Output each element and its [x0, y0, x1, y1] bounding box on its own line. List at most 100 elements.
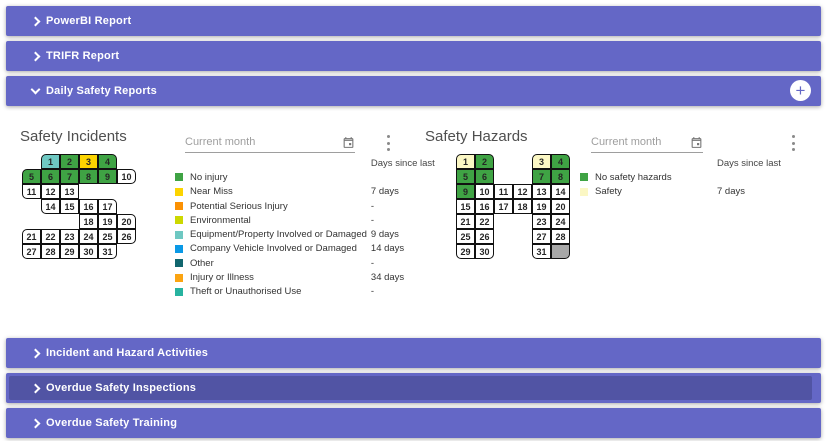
calendar-day-cell[interactable]: 9: [456, 184, 475, 199]
calendar-day-cell[interactable]: 24: [79, 229, 98, 244]
calendar-day-cell[interactable]: 4: [98, 154, 117, 169]
plus-icon: +: [795, 81, 806, 100]
calendar-day-cell[interactable]: 14: [41, 199, 60, 214]
hazards-more-options-button[interactable]: [787, 135, 799, 151]
legend-days-value: 7 days: [717, 186, 745, 198]
calendar-day-cell[interactable]: 9: [98, 169, 117, 184]
incidents-calendar: 1 2 3 4 5 6 7 8 9 10 11 12 13 14 15 16 17 18 19 20 21 22 23 24 2…: [22, 154, 136, 259]
calendar-day-cell[interactable]: 29: [456, 244, 475, 259]
days-since-last-header: Days since last: [717, 157, 781, 169]
calendar-day-cell[interactable]: 2: [475, 154, 494, 169]
legend-days-value: 7 days: [370, 186, 399, 198]
calendar-day-cell[interactable]: 12: [513, 184, 532, 199]
calendar-day-cell[interactable]: 5: [22, 169, 41, 184]
calendar-day-cell[interactable]: 14: [551, 184, 570, 199]
calendar-day-cell[interactable]: 31: [98, 244, 117, 259]
calendar-day-cell[interactable]: 26: [117, 229, 136, 244]
calendar-day-cell[interactable]: 30: [475, 244, 494, 259]
calendar-day-cell[interactable]: 29: [60, 244, 79, 259]
legend-days-value: 14 days: [370, 243, 405, 255]
incidents-more-options-button[interactable]: [382, 135, 394, 151]
calendar-day-cell[interactable]: 5: [456, 169, 475, 184]
calendar-day-cell[interactable]: 20: [551, 199, 570, 214]
calendar-day-cell[interactable]: 25: [98, 229, 117, 244]
calendar-day-cell[interactable]: 7: [532, 169, 551, 184]
calendar-day-cell: [551, 244, 570, 259]
legend-label: Company Vehicle Involved or Damaged: [190, 243, 357, 255]
calendar-day-cell[interactable]: 18: [513, 199, 532, 214]
calendar-day-cell[interactable]: 15: [456, 199, 475, 214]
accordion-bar-label: Daily Safety Reports: [46, 85, 157, 97]
calendar-day-cell[interactable]: 30: [79, 244, 98, 259]
calendar-day-cell[interactable]: 23: [60, 229, 79, 244]
legend-days-value: 34 days: [370, 272, 405, 284]
legend-days-value: -: [370, 200, 375, 212]
accordion-bar-label: Overdue Safety Inspections: [46, 382, 197, 394]
accordion-bar-daily-safety-reports[interactable]: Daily Safety Reports +: [6, 76, 821, 106]
month-filter-value: Current month: [591, 136, 662, 148]
legend-swatch: [175, 216, 183, 225]
calendar-day-cell[interactable]: 6: [475, 169, 494, 184]
calendar-day-cell[interactable]: 28: [41, 244, 60, 259]
calendar-day-cell[interactable]: 25: [456, 229, 475, 244]
calendar-day-cell[interactable]: 18: [79, 214, 98, 229]
accordion-bar-overdue-safety-training[interactable]: Overdue Safety Training: [6, 408, 821, 438]
calendar-day-cell[interactable]: 10: [117, 169, 136, 184]
calendar-day-cell[interactable]: 15: [60, 199, 79, 214]
calendar-day-cell[interactable]: 22: [475, 214, 494, 229]
calendar-day-cell[interactable]: 2: [60, 154, 79, 169]
calendar-day-cell[interactable]: 6: [41, 169, 60, 184]
legend-label: No injury: [190, 171, 228, 183]
calendar-day-cell[interactable]: 8: [79, 169, 98, 184]
calendar-day-cell[interactable]: 19: [98, 214, 117, 229]
calendar-icon: [343, 136, 354, 148]
calendar-day-cell[interactable]: 27: [22, 244, 41, 259]
calendar-day-cell[interactable]: 21: [456, 214, 475, 229]
calendar-day-cell[interactable]: 13: [532, 184, 551, 199]
legend-label: No safety hazards: [595, 171, 672, 183]
accordion-bar-trifr-report[interactable]: TRIFR Report: [6, 41, 821, 71]
calendar-day-cell[interactable]: 7: [60, 169, 79, 184]
calendar-day-cell[interactable]: 3: [532, 154, 551, 169]
legend-days-value: -: [370, 286, 375, 298]
calendar-day-cell[interactable]: 8: [551, 169, 570, 184]
calendar-day-cell[interactable]: 27: [532, 229, 551, 244]
calendar-day-cell[interactable]: 19: [532, 199, 551, 214]
accordion-bar-powerbi-report[interactable]: PowerBI Report: [6, 6, 821, 36]
calendar-day-cell[interactable]: 24: [551, 214, 570, 229]
calendar-day-cell[interactable]: 1: [456, 154, 475, 169]
hazards-month-filter[interactable]: Current month: [591, 132, 703, 153]
calendar-day-cell[interactable]: 13: [60, 184, 79, 199]
calendar-day-cell[interactable]: 26: [475, 229, 494, 244]
calendar-day-cell[interactable]: 11: [22, 184, 41, 199]
hazards-calendar: 1 2 3 4 5 6 7 8 9 10 11 12 13 14 15 16 17 18 19 20 21 22 23 24 2…: [456, 154, 570, 259]
calendar-day-cell[interactable]: 1: [41, 154, 60, 169]
accordion-bar-label: PowerBI Report: [46, 15, 132, 27]
legend-swatch: [175, 287, 183, 296]
calendar-day-cell[interactable]: 17: [494, 199, 513, 214]
calendar-day-cell[interactable]: 31: [532, 244, 551, 259]
calendar-day-cell[interactable]: 20: [117, 214, 136, 229]
calendar-day-cell[interactable]: 11: [494, 184, 513, 199]
chevron-right-icon: [30, 16, 41, 26]
accordion-bar-incident-hazard-activities[interactable]: Incident and Hazard Activities: [6, 338, 821, 368]
legend-swatch: [580, 173, 588, 182]
calendar-day-cell[interactable]: 22: [41, 229, 60, 244]
accordion-bar-overdue-safety-inspections[interactable]: Overdue Safety Inspections: [6, 373, 821, 403]
legend-days-value: -: [370, 257, 375, 269]
calendar-day-cell[interactable]: 17: [98, 199, 117, 214]
calendar-day-cell[interactable]: 16: [79, 199, 98, 214]
calendar-day-cell[interactable]: 16: [475, 199, 494, 214]
incidents-month-filter[interactable]: Current month: [185, 132, 355, 153]
calendar-day-cell[interactable]: 28: [551, 229, 570, 244]
safety-hazards-title: Safety Hazards: [425, 128, 528, 145]
calendar-day-cell[interactable]: 23: [532, 214, 551, 229]
add-button[interactable]: +: [790, 80, 811, 101]
calendar-day-cell[interactable]: 4: [551, 154, 570, 169]
calendar-day-cell[interactable]: 10: [475, 184, 494, 199]
calendar-day-cell[interactable]: 12: [41, 184, 60, 199]
legend-swatch: [175, 259, 183, 268]
calendar-day-cell[interactable]: 3: [79, 154, 98, 169]
safety-incidents-title: Safety Incidents: [20, 128, 127, 145]
calendar-day-cell[interactable]: 21: [22, 229, 41, 244]
